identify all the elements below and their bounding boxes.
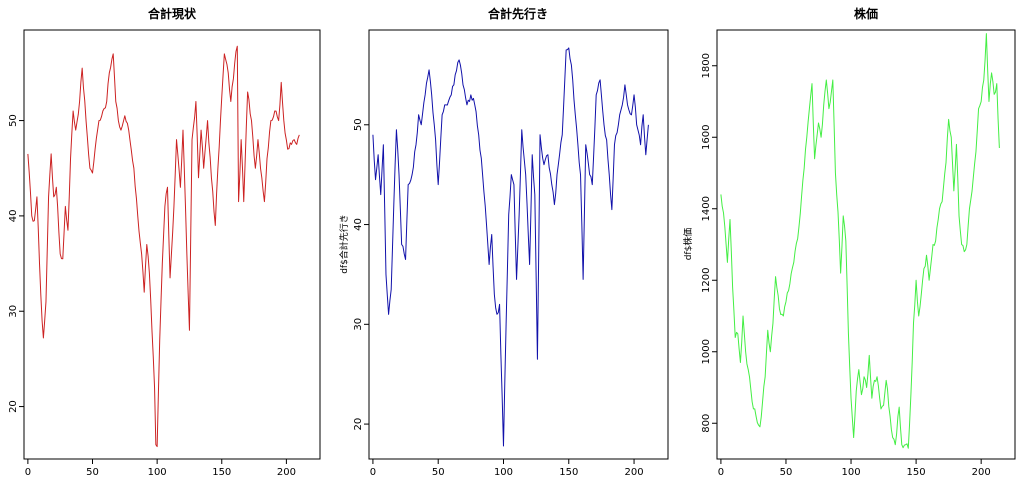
x-tick-label: 100 bbox=[494, 467, 513, 478]
x-tick-label: 0 bbox=[718, 467, 724, 478]
panel-genjo: 合計現状 0 50 100 150 200 20 30 40 50 bbox=[8, 6, 321, 478]
series-line-genjo bbox=[27, 45, 300, 448]
x-tick-label: 0 bbox=[25, 467, 31, 478]
x-tick-label: 0 bbox=[370, 467, 376, 478]
chart-title: 合計先行き bbox=[488, 6, 548, 21]
chart-title: 株価 bbox=[854, 6, 878, 21]
x-tick-label: 150 bbox=[559, 467, 578, 478]
x-tick-label: 150 bbox=[212, 467, 231, 478]
x-tick-label: 100 bbox=[148, 467, 167, 478]
plot-frame bbox=[368, 29, 669, 460]
y-axis-label: df$合計先行き bbox=[338, 214, 350, 274]
y-tick-label: 1400 bbox=[701, 196, 712, 221]
y-tick-label: 800 bbox=[701, 414, 712, 433]
panel-kabuka: 株価 df$株価 0 50 100 150 200 800 1000 1200 1400 1600… bbox=[682, 6, 1016, 478]
y-axis-label: df$株価 bbox=[682, 228, 694, 261]
y-tick-label: 1200 bbox=[701, 268, 712, 293]
axis-ticks: 0 50 100 150 200 800 1000 1200 1400 1600 1800 bbox=[701, 53, 991, 478]
axis-ticks: 0 50 100 150 200 20 30 40 50 bbox=[8, 114, 296, 478]
y-tick-label: 1800 bbox=[701, 53, 712, 78]
x-tick-label: 200 bbox=[277, 467, 296, 478]
y-tick-label: 40 bbox=[353, 218, 364, 231]
x-tick-label: 200 bbox=[625, 467, 644, 478]
y-tick-label: 30 bbox=[8, 305, 19, 318]
y-tick-label: 40 bbox=[8, 210, 19, 223]
x-tick-label: 50 bbox=[780, 467, 793, 478]
x-tick-label: 100 bbox=[841, 467, 860, 478]
x-tick-label: 200 bbox=[972, 467, 991, 478]
x-tick-label: 50 bbox=[86, 467, 99, 478]
series-line-sakiyuki bbox=[372, 47, 649, 447]
x-tick-label: 150 bbox=[907, 467, 926, 478]
y-tick-label: 20 bbox=[353, 418, 364, 431]
panel-sakiyuki: 合計先行き df$合計先行き 0 50 100 150 200 20 30 40 50 bbox=[338, 6, 669, 478]
y-tick-label: 20 bbox=[8, 400, 19, 413]
series-line-kabuka bbox=[720, 33, 1000, 449]
y-tick-label: 1000 bbox=[701, 339, 712, 364]
plot-frame bbox=[716, 29, 1016, 460]
y-tick-label: 50 bbox=[353, 118, 364, 131]
chart-title: 合計現状 bbox=[148, 6, 197, 21]
y-tick-label: 50 bbox=[8, 114, 19, 127]
y-tick-label: 30 bbox=[353, 318, 364, 331]
axis-ticks: 0 50 100 150 200 20 30 40 50 bbox=[353, 118, 644, 478]
plot-frame bbox=[23, 29, 321, 460]
x-tick-label: 50 bbox=[432, 467, 445, 478]
y-tick-label: 1600 bbox=[701, 125, 712, 150]
